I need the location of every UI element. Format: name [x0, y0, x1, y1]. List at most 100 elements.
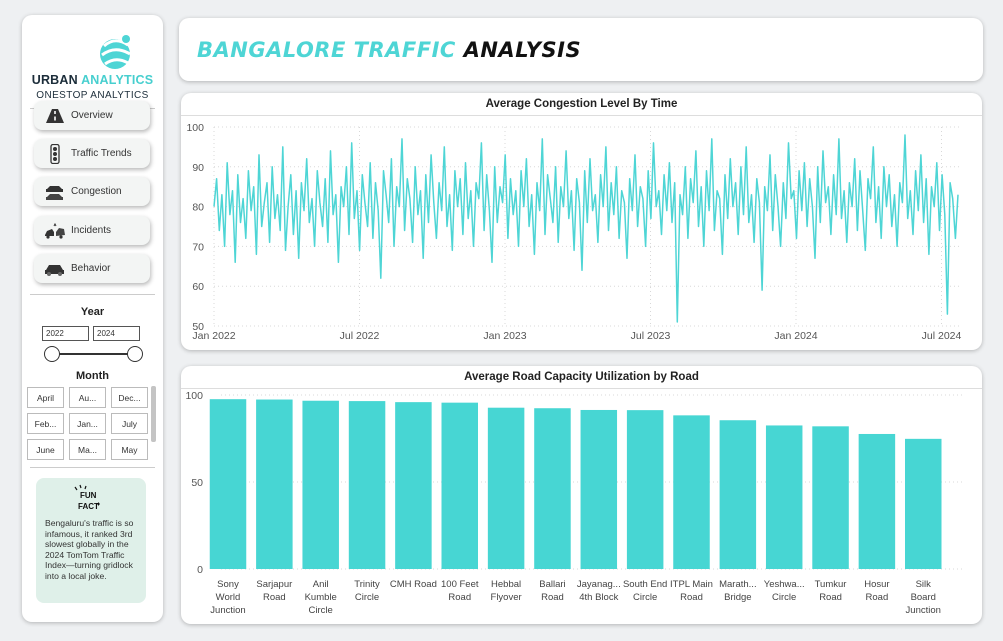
year-slider-track[interactable] — [52, 353, 134, 355]
road-utilization-bar-chart: 0 50 100 Sony World Junction Sarjapur Road Anil K… — [185, 390, 964, 616]
x-tick-label: Jan 2023 — [483, 330, 526, 342]
x-tick-label: Jul 2024 — [922, 330, 962, 342]
month-option[interactable]: Jan... — [69, 413, 106, 434]
month-option[interactable]: Feb... — [27, 413, 64, 434]
bar — [719, 420, 757, 569]
year-slider-end-handle[interactable] — [127, 346, 143, 362]
month-option[interactable]: Ma... — [69, 439, 106, 460]
month-filter-title: Month — [76, 370, 109, 382]
bar — [626, 410, 664, 569]
nav-label: Congestion — [71, 186, 122, 197]
bar — [765, 425, 803, 569]
globe-logo-icon — [100, 35, 131, 69]
x-category-label: Trinity Circle — [354, 579, 380, 603]
x-tick-label: Jul 2022 — [340, 330, 380, 342]
car-crash-icon — [44, 222, 66, 240]
bar — [858, 433, 896, 569]
y-tick-label: 50 — [191, 477, 203, 489]
nav-label: Behavior — [71, 263, 111, 274]
x-category-label: CMH Road — [390, 579, 437, 590]
nav-behavior-button[interactable]: Behavior — [34, 254, 150, 283]
x-category-label: Marath... Bridge — [719, 579, 757, 603]
bar — [487, 407, 525, 569]
brand-name: URBAN ANALYTICS — [31, 73, 154, 87]
y-tick-label: 60 — [192, 281, 204, 293]
car-stack-icon — [44, 183, 66, 201]
divider — [30, 467, 155, 468]
month-option[interactable]: April — [27, 387, 64, 408]
road-icon — [44, 107, 66, 125]
divider — [181, 115, 982, 116]
fun-fact-box: FUN FACT Bengaluru's traffic is so infam… — [36, 478, 146, 603]
year-filter-title: Year — [80, 306, 105, 318]
bar — [209, 399, 247, 569]
nav-incidents-button[interactable]: Incidents — [34, 216, 150, 245]
bar — [673, 415, 710, 569]
bar — [348, 401, 386, 569]
x-tick-label: Jul 2023 — [631, 330, 671, 342]
sidebar: URBAN ANALYTICS ONESTOP ANALYTICS Overvi… — [22, 15, 163, 622]
x-category-label: Hebbal Flyover — [491, 579, 522, 603]
nav-label: Overview — [71, 110, 113, 121]
x-category-label: Yeshwa... Circle — [764, 579, 805, 603]
header-banner: BANGALORE TRAFFIC ANALYSIS — [179, 18, 983, 81]
nav-traffic-trends-button[interactable]: Traffic Trends — [34, 139, 150, 168]
x-category-label: 100 Feet Road — [441, 579, 479, 603]
bar — [302, 400, 339, 569]
x-category-label: South End Circle — [623, 579, 667, 603]
year-from-input[interactable]: 2022 — [42, 326, 89, 341]
bar — [441, 402, 478, 569]
x-category-label: Silk Board Junction — [906, 579, 941, 616]
congestion-series-line — [213, 134, 959, 323]
x-tick-label: Jan 2022 — [192, 330, 235, 342]
x-category-label: Hosur Road — [864, 579, 889, 603]
bar — [905, 438, 942, 569]
line-chart-title: Average Congestion Level By Time — [485, 98, 678, 110]
y-tick-label: 0 — [197, 564, 203, 576]
road-utilization-bar-chart-card: 0 50 100 Sony World Junction Sarjapur Road Anil K… — [181, 366, 982, 624]
x-category-label: Sony World Junction — [210, 579, 245, 616]
nav-label: Traffic Trends — [71, 148, 132, 159]
fun-fact-icon: FUN FACT — [74, 484, 100, 511]
fun-fact-text: Bengaluru's traffic is so infamous, it r… — [45, 518, 134, 581]
traffic-light-icon — [44, 143, 66, 164]
x-category-label: Sarjapur Road — [256, 579, 292, 603]
divider — [181, 388, 982, 389]
year-to-input[interactable]: 2024 — [93, 326, 140, 341]
fun-fact-icon-line2: FACT — [78, 502, 99, 511]
bar — [580, 409, 618, 569]
nav-congestion-button[interactable]: Congestion — [34, 177, 150, 206]
nav-overview-button[interactable]: Overview — [34, 101, 150, 130]
bar — [534, 408, 571, 569]
x-category-label: Tumkur Road — [815, 579, 847, 603]
y-tick-label: 100 — [186, 122, 204, 134]
page-title: BANGALORE TRAFFIC ANALYSIS — [197, 38, 582, 62]
y-tick-label: 50 — [192, 321, 204, 333]
congestion-line-chart-card: 50 60 70 80 90 100 Jan 2022 Jul 2022 Jan 2023 Jul… — [181, 93, 982, 350]
month-option[interactable]: May — [111, 439, 148, 460]
year-slider-start-handle[interactable] — [44, 346, 60, 362]
y-tick-label: 90 — [192, 162, 204, 174]
bar-chart-title: Average Road Capacity Utilization by Roa… — [464, 371, 699, 383]
bar — [395, 402, 432, 569]
y-tick-label: 80 — [192, 202, 204, 214]
y-tick-label: 70 — [192, 241, 204, 253]
x-category-label: Jayanag... 4th Block — [577, 579, 621, 603]
brand-subtitle: ONESTOP ANALYTICS — [36, 90, 149, 101]
y-tick-label: 100 — [185, 390, 203, 402]
month-option[interactable]: July — [111, 413, 148, 434]
x-category-label: Ballari Road — [539, 579, 565, 603]
car-behavior-icon — [44, 260, 66, 278]
x-category-label: Anil Kumble Circle — [305, 579, 337, 616]
bar — [256, 399, 293, 569]
month-option[interactable]: June — [27, 439, 64, 460]
nav-label: Incidents — [71, 225, 112, 236]
month-list-scrollbar[interactable] — [151, 386, 156, 442]
fun-fact-icon-line1: FUN — [80, 491, 97, 500]
x-category-label: ITPL Main Road — [670, 579, 713, 603]
bar — [812, 426, 849, 569]
x-tick-label: Jan 2024 — [774, 330, 817, 342]
month-option[interactable]: Dec... — [111, 387, 148, 408]
divider — [30, 294, 155, 295]
month-option[interactable]: Au... — [69, 387, 106, 408]
